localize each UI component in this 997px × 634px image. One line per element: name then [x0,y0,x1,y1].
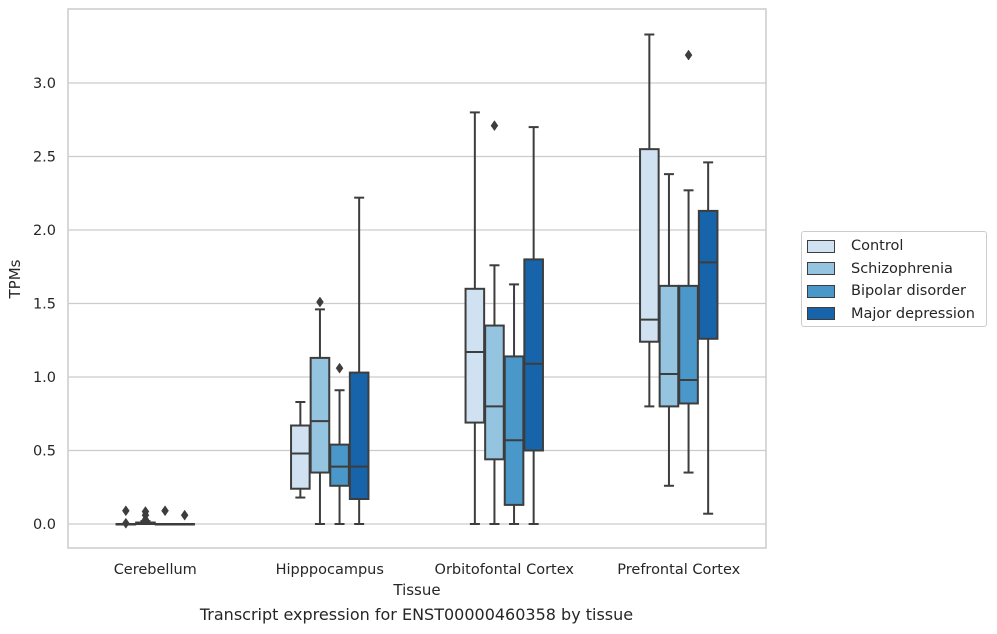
outlier-point [122,517,130,529]
box-2-0 [154,505,176,526]
legend-item-bipolar-disorder: Bipolar disorder [807,280,986,303]
outlier-point [316,296,324,308]
y-tick-label: 1.5 [33,297,56,313]
box-0-0 [115,505,137,529]
box-body [697,209,719,340]
y-tick-label: 0.0 [33,517,56,533]
legend-item-schizophrenia: Schizophrenia [807,258,986,281]
box-3-2 [523,126,544,525]
y-tick-label: 2.0 [33,223,56,239]
y-axis-ticks: 0.0 0.5 1.0 1.5 2.0 2.5 3.0 [33,76,56,533]
box-0-3 [639,33,660,408]
box-3-0 [174,509,195,526]
legend-label-bipolar-disorder: Bipolar disorder [851,283,966,300]
x-tick-label: Prefrontal Cortex [617,562,740,578]
y-tick-label: 2.5 [33,150,56,166]
gridlines [68,82,766,525]
legend-label-major-depression: Major depression [851,305,975,322]
y-tick-label: 0.5 [33,444,56,460]
box-2-3 [678,49,699,474]
outlier-point [122,505,130,517]
box-3-1 [348,196,370,525]
outlier-point [161,505,169,517]
legend: Control Schizophrenia Bipolar disorder M… [801,231,987,327]
outlier-point [335,362,344,374]
box-3-3 [697,161,719,515]
box-body [329,443,350,487]
legend-item-control: Control [807,235,986,258]
x-tick-label: Cerebellum [114,562,197,578]
legend-label-control: Control [851,238,904,255]
x-axis-label: Tissue [392,581,440,599]
box-0-1 [290,400,311,499]
y-tick-label: 3.0 [33,76,56,92]
y-tick-label: 1.0 [33,370,56,386]
box-1-3 [658,173,680,487]
legend-label-schizophrenia: Schizophrenia [851,260,953,277]
x-tick-label: Orbitofontal Cortex [435,562,575,578]
box-body [678,284,699,405]
y-axis-label: TPMs [6,259,24,299]
outlier-point [180,509,189,521]
box-2-1 [329,362,350,525]
box-1-1 [309,296,331,525]
box-body [503,355,525,506]
box-1-0 [135,506,156,526]
legend-swatch-major-depression [807,307,835,321]
chart-caption: Transcript expression for ENST0000046035… [199,605,634,624]
boxes-layer [115,33,719,529]
box-body [309,356,331,474]
box-0-2 [464,111,486,525]
legend-item-major-depression: Major depression [807,303,986,326]
plot-frame [67,8,767,549]
box-body [658,284,680,408]
box-body [290,424,311,490]
x-tick-label: Hipppocampus [276,562,384,578]
outlier-point [684,49,693,61]
box-body [464,287,486,424]
x-axis-ticks: Cerebellum Hipppocampus Orbitofontal Corte… [114,562,741,578]
box-body [639,148,660,343]
box-2-2 [503,283,525,525]
box-1-2 [484,120,505,525]
box-body [523,258,544,452]
legend-swatch-schizophrenia [807,262,835,276]
box-body [348,371,370,501]
outlier-point [490,120,499,132]
outlier-point [141,514,150,526]
legend-swatch-bipolar-disorder [807,284,835,298]
legend-swatch-control [807,239,835,253]
box-body [484,324,505,461]
